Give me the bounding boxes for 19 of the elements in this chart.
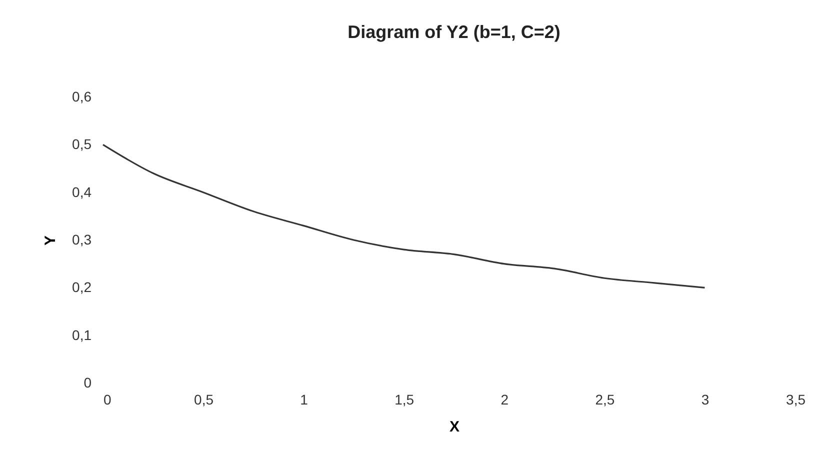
y-tick-label: 0,4 [72,184,92,200]
x-tick-label: 0 [104,392,112,408]
y-tick-label: 0 [84,374,92,390]
x-axis-title: X [449,418,460,436]
x-tick-label: 3,5 [786,392,806,408]
x-tick-label: 3 [701,392,710,408]
y-axis-title: Y [42,235,60,246]
line-series [102,144,706,288]
x-tick-label: 1 [300,392,308,408]
y-tick-label: 0,5 [72,136,92,152]
chart-title: Diagram of Y2 (b=1, C=2) [348,22,560,42]
y-tick-label: 0,1 [72,326,92,343]
y-tick-label: 0,2 [72,279,92,296]
x-tick-label: 1,5 [394,392,414,408]
x-tick-label: 2 [500,392,509,408]
x-tick-label: 0,5 [194,392,214,408]
x-tick-label: 2,5 [595,392,615,408]
y-tick-label: 0,3 [72,232,92,248]
y-tick-label: 0,6 [72,88,92,104]
